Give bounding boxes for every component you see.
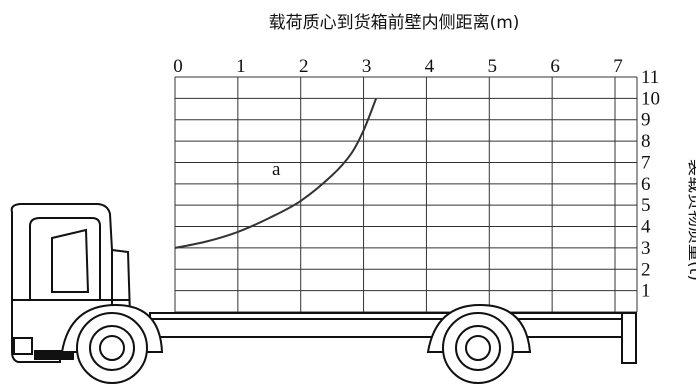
curve-a-label: a xyxy=(272,159,281,180)
front-wheel xyxy=(60,303,164,384)
y-tick-label: 3 xyxy=(641,238,651,259)
x-tick-label: 4 xyxy=(425,56,435,77)
x-tick-label: 0 xyxy=(173,56,183,77)
y-tick-label: 5 xyxy=(641,195,651,216)
chart-title: 载荷质心到货箱前壁内侧距离(m) xyxy=(269,13,520,33)
truck-frame xyxy=(149,312,637,364)
rear-wheel xyxy=(426,303,532,384)
y-tick-label: 11 xyxy=(641,67,659,88)
y-tick-label: 2 xyxy=(641,259,651,280)
x-tick-label: 2 xyxy=(299,56,309,77)
y-tick-label: 4 xyxy=(641,217,651,238)
curve-a xyxy=(174,97,378,249)
x-tick-label: 3 xyxy=(362,56,372,77)
y-tick-label: 1 xyxy=(641,281,651,302)
x-tick-label: 5 xyxy=(488,56,498,77)
grid xyxy=(174,76,638,313)
x-tick-label: 7 xyxy=(613,56,623,77)
y-axis-label: 装载货物质量(t) xyxy=(685,159,696,281)
y-tick-label: 7 xyxy=(641,152,651,173)
x-tick-label: 6 xyxy=(550,56,560,77)
y-tick-label: 8 xyxy=(641,131,651,152)
y-tick-label: 10 xyxy=(641,88,660,109)
x-tick-labels: 0 1 2 3 4 5 6 7 xyxy=(173,56,623,77)
y-tick-label: 9 xyxy=(641,110,651,131)
y-tick-label: 6 xyxy=(641,174,651,195)
x-tick-label: 1 xyxy=(236,56,246,77)
